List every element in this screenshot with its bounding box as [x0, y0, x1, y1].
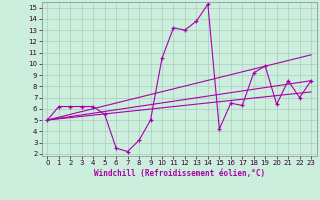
- X-axis label: Windchill (Refroidissement éolien,°C): Windchill (Refroidissement éolien,°C): [94, 169, 265, 178]
